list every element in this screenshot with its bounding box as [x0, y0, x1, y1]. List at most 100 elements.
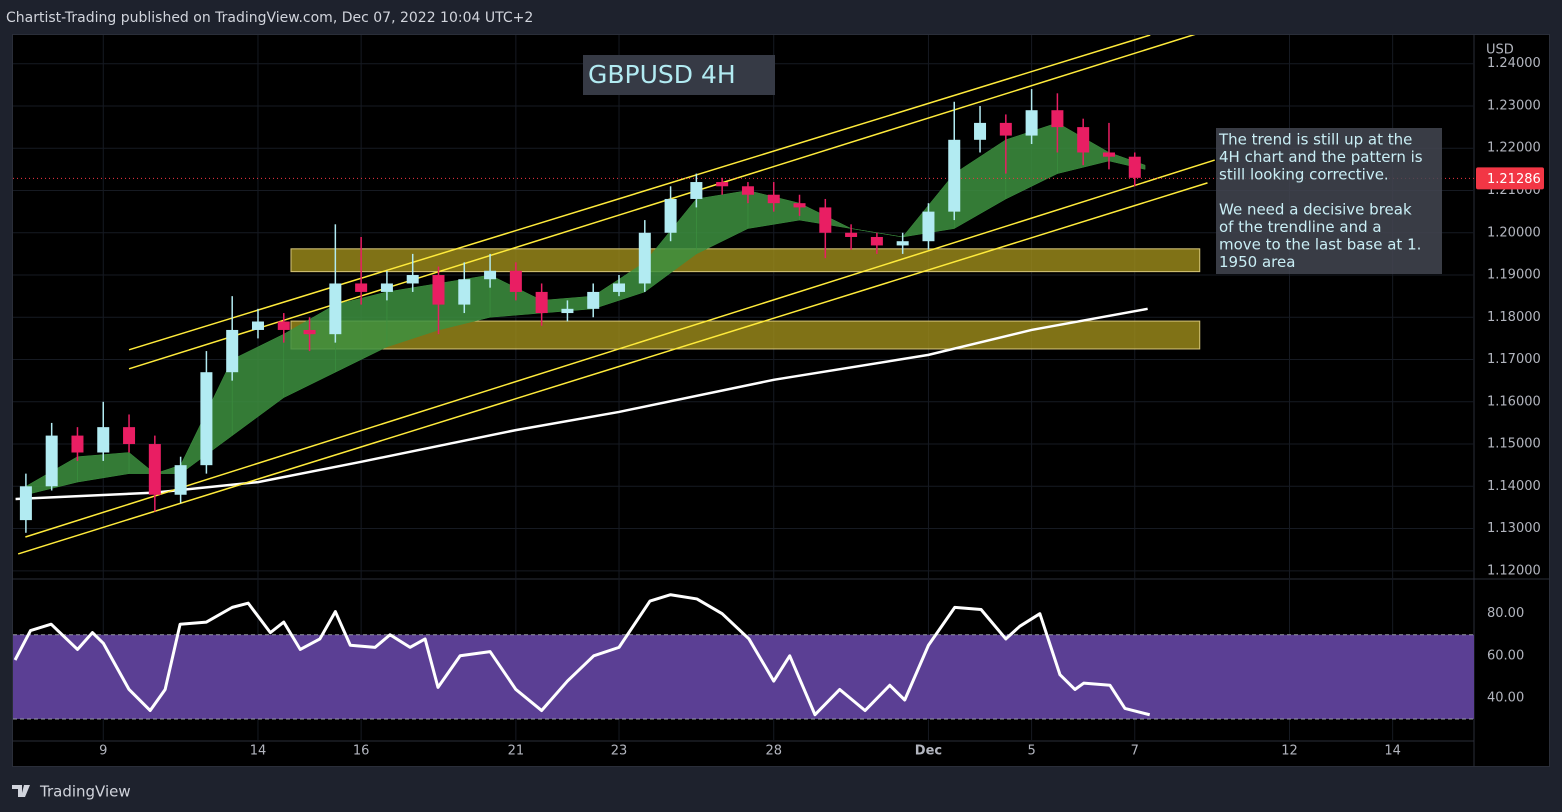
candle-body [793, 203, 806, 208]
ma-cloud [128, 451, 156, 474]
candle-body [251, 321, 264, 330]
y-tick-label: 1.13000 [1487, 521, 1541, 536]
axes: 1.12000 1.13000 1.14000 1.15000 1.16000 1.170… [99, 56, 1544, 759]
channel-line [17, 182, 1208, 555]
candle-body [123, 427, 136, 445]
annotation-line: move to the last base at 1. [1219, 236, 1421, 254]
slow-ma [15, 307, 1148, 501]
y-tick-label: 1.17000 [1487, 352, 1541, 367]
rsi-tick-label: 40.00 [1487, 690, 1524, 705]
candle-body [690, 182, 703, 199]
publish-header: Chartist-Trading published on TradingVie… [6, 10, 533, 26]
annotation-line: The trend is still up at the [1218, 131, 1412, 149]
candle-body [303, 329, 316, 335]
candle-body [664, 198, 677, 233]
candle-body [1128, 156, 1141, 178]
candle-body [97, 427, 110, 453]
candle-body [277, 321, 290, 330]
x-tick-label: 12 [1281, 744, 1298, 759]
candle-body [1051, 110, 1064, 128]
y-tick-label: 1.19000 [1487, 268, 1541, 283]
candle-body [226, 329, 239, 373]
logo-mark [12, 785, 30, 797]
title-box [583, 55, 775, 95]
candle-body [896, 241, 909, 246]
candle-body [45, 435, 58, 487]
x-tick-label: 23 [611, 744, 628, 759]
x-tick-label: 7 [1131, 744, 1139, 759]
candle-body [741, 186, 754, 195]
candle-body [509, 270, 522, 292]
x-tick-label: 16 [353, 744, 370, 759]
y-tick-label: 1.14000 [1487, 479, 1541, 494]
candle-body [1102, 152, 1115, 157]
candle-body [999, 122, 1012, 136]
annotation-line: 4H chart and the pattern is [1219, 148, 1423, 166]
candle-body [1025, 110, 1038, 136]
candle-body [200, 372, 213, 466]
candle-body [329, 283, 342, 335]
annotation-line: We need a decisive break [1219, 201, 1412, 219]
candle-body [845, 232, 858, 237]
x-tick-label: 14 [1384, 744, 1401, 759]
y-tick-label: 1.18000 [1487, 310, 1541, 325]
rsi-band [13, 634, 1474, 719]
candle-body [432, 275, 445, 305]
candle-body [1077, 127, 1090, 153]
candle-body [174, 465, 187, 495]
candle-body [355, 283, 368, 292]
currency-label: USD [1486, 43, 1514, 58]
candle-body [922, 211, 935, 242]
rsi-tick-label: 60.00 [1487, 648, 1524, 663]
x-tick-label: 9 [99, 744, 107, 759]
y-tick-label: 1.22000 [1487, 141, 1541, 156]
candle-body [71, 435, 84, 453]
rsi-tick-label: 80.00 [1487, 606, 1524, 621]
candle-body [974, 122, 987, 140]
rsi-pane [13, 593, 1474, 720]
brand: TradingView [39, 783, 131, 801]
x-tick-label: 21 [508, 744, 525, 759]
candle-body [870, 236, 883, 246]
candle-body [535, 291, 548, 314]
candle-body [148, 444, 161, 495]
candle-body [716, 182, 729, 187]
y-tick-label: 1.23000 [1487, 98, 1541, 113]
price-pane [13, 35, 1474, 555]
candle-body [561, 308, 574, 314]
candle-body [19, 486, 32, 521]
candle-body [458, 279, 471, 305]
candle-body [406, 275, 419, 284]
last-price-label: 1.21286 [1487, 172, 1541, 187]
y-tick-label: 1.20000 [1487, 225, 1541, 240]
channel-line [25, 159, 1215, 538]
candle-body [587, 291, 600, 309]
candle-body [380, 283, 393, 292]
annotation-line: 1950 area [1219, 253, 1295, 271]
y-tick-label: 1.16000 [1487, 394, 1541, 409]
y-tick-label: 1.12000 [1487, 563, 1541, 578]
y-tick-label: 1.24000 [1487, 56, 1541, 71]
candle-body [767, 194, 780, 204]
x-tick-label: Dec [915, 744, 942, 759]
annotation-line: still looking corrective. [1219, 166, 1389, 184]
channel-line [128, 35, 1151, 351]
y-tick-label: 1.15000 [1487, 437, 1541, 452]
x-tick-label: 5 [1027, 744, 1035, 759]
x-tick-label: 28 [765, 744, 782, 759]
last-price-box [1476, 167, 1544, 190]
candle-body [613, 283, 626, 292]
candle-body [948, 139, 961, 212]
x-tick-label: 14 [250, 744, 267, 759]
channel-line [128, 35, 1196, 370]
candle-body [484, 270, 497, 280]
candle-body [819, 207, 832, 233]
candle-body [638, 232, 651, 284]
annotation-box [1216, 128, 1442, 274]
support-zone [290, 248, 1201, 273]
chart-title: GBPUSD 4H [588, 60, 736, 89]
annotation-line: of the trendline and a [1219, 218, 1382, 236]
tradingview-logo: TradingView [12, 783, 131, 801]
